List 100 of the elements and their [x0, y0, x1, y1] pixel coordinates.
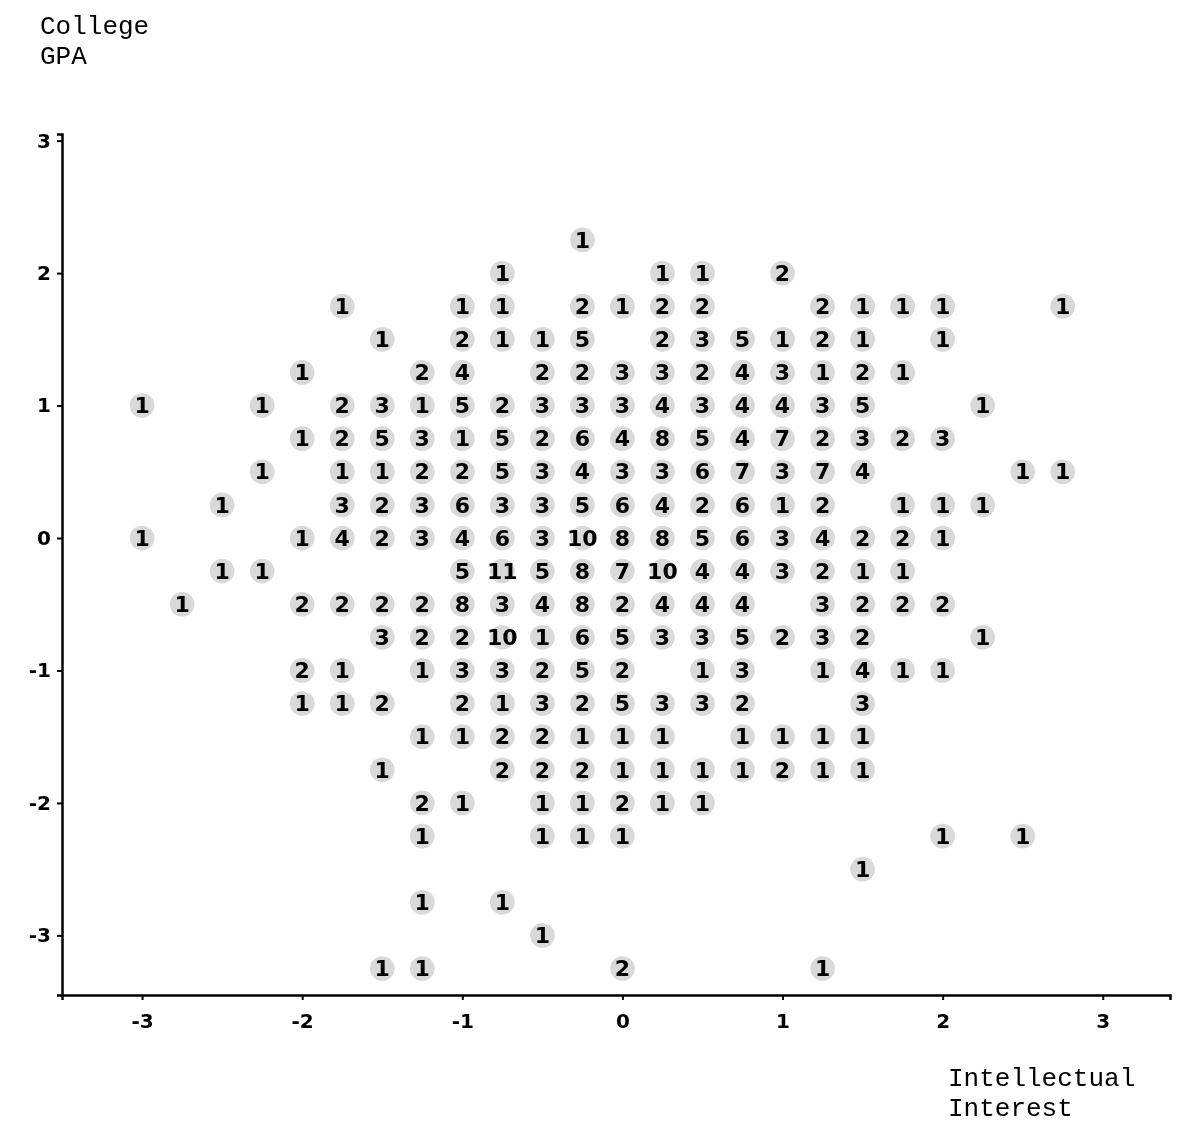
annotation: 3: [494, 591, 510, 617]
annotation: 1: [534, 327, 550, 353]
annotation: 3: [694, 625, 711, 651]
annotation: 8: [574, 591, 591, 617]
annotation: 4: [614, 426, 631, 452]
y-tick-label: -3: [28, 923, 51, 948]
annotation: 3: [614, 459, 631, 485]
annotation: 2: [934, 591, 951, 617]
annotation: 5: [374, 426, 390, 452]
annotation: 5: [694, 426, 711, 452]
annotation: 6: [734, 492, 751, 518]
annotation: 3: [774, 558, 791, 584]
annotation: 10: [487, 625, 518, 651]
annotation: 1: [614, 823, 631, 849]
annotation: 1: [975, 393, 991, 419]
annotation: 3: [414, 525, 430, 551]
annotation: 2: [494, 393, 510, 419]
x-tick-label: 0: [615, 1009, 630, 1034]
annotation: 1: [374, 757, 390, 783]
annotation: 4: [854, 658, 871, 684]
annotation: 1: [814, 956, 831, 982]
x-tick-label: -2: [291, 1009, 314, 1034]
annotation: 1: [534, 790, 550, 816]
annotation: 1: [574, 227, 591, 253]
annotation: 1: [414, 658, 430, 684]
y-tick-label: 0: [37, 525, 51, 550]
annotation: 2: [814, 492, 831, 518]
annotation: 3: [534, 393, 550, 419]
annotation: 2: [534, 426, 550, 452]
annotation: 3: [734, 658, 751, 684]
annotation: 2: [414, 790, 430, 816]
annotation: 1: [894, 360, 911, 386]
annotation: 1: [694, 260, 711, 286]
annotation: 1: [494, 327, 510, 353]
annotation: 3: [454, 658, 470, 684]
annotation: 3: [694, 393, 711, 419]
annotation: 5: [574, 327, 591, 353]
annotation: 2: [854, 591, 871, 617]
annotation: 2: [534, 360, 550, 386]
annotation: 2: [894, 591, 911, 617]
annotation: 4: [734, 591, 751, 617]
annotation: 2: [374, 691, 390, 717]
annotation: 2: [534, 658, 550, 684]
annotation: 7: [774, 426, 791, 452]
annotation: 3: [814, 393, 831, 419]
annotation: 1: [934, 658, 951, 684]
annotation: 5: [574, 658, 591, 684]
annotation: 2: [534, 724, 550, 750]
annotation: 1: [214, 558, 230, 584]
annotation: 4: [654, 492, 671, 518]
annotation: 2: [614, 658, 631, 684]
annotation: 1: [374, 327, 390, 353]
annotation: 2: [614, 790, 631, 816]
annotation: 1: [894, 658, 911, 684]
annotation: 2: [694, 492, 711, 518]
annotation: 10: [647, 558, 678, 584]
annotation: 2: [694, 293, 711, 319]
annotation: 1: [414, 889, 430, 915]
annotation: 6: [614, 492, 631, 518]
annotation: 2: [654, 327, 671, 353]
annotation: 6: [734, 525, 751, 551]
annotation: 2: [614, 591, 631, 617]
x-tick-label: -1: [451, 1009, 474, 1034]
annotation: 3: [494, 658, 510, 684]
annotation: 4: [734, 558, 751, 584]
annotation: 2: [654, 293, 671, 319]
annotation: 1: [934, 823, 951, 849]
annotation: 4: [734, 360, 751, 386]
annotation: 2: [574, 360, 591, 386]
annotation: 5: [854, 393, 871, 419]
annotation: 2: [894, 525, 911, 551]
y-tick-label: -2: [28, 790, 51, 815]
annotation: 1: [894, 558, 911, 584]
annotation: 2: [454, 327, 470, 353]
annotation: 2: [694, 360, 711, 386]
annotation: 2: [574, 757, 591, 783]
annotation: 1: [894, 492, 911, 518]
annotation: 2: [774, 260, 791, 286]
annotation: 1: [774, 327, 791, 353]
annotation: 3: [934, 426, 951, 452]
annotation: 1: [854, 558, 871, 584]
annotation: 8: [614, 525, 631, 551]
annotation: 3: [414, 426, 430, 452]
annotation: 6: [494, 525, 510, 551]
annotation: 1: [534, 923, 550, 949]
annotation: 2: [574, 691, 591, 717]
annotation: 1: [534, 823, 550, 849]
annotation: 4: [734, 426, 751, 452]
annotation: 1: [814, 757, 831, 783]
annotation: 5: [534, 558, 550, 584]
annotation: 5: [614, 691, 631, 717]
annotation: 2: [734, 691, 751, 717]
annotation: 3: [494, 492, 510, 518]
annotation: 5: [454, 393, 470, 419]
annotation: 5: [454, 558, 470, 584]
annotation: 1: [814, 360, 831, 386]
annotation: 4: [774, 393, 791, 419]
annotation: 1: [294, 525, 310, 551]
annotation: 2: [614, 956, 631, 982]
annotation: 5: [734, 327, 751, 353]
